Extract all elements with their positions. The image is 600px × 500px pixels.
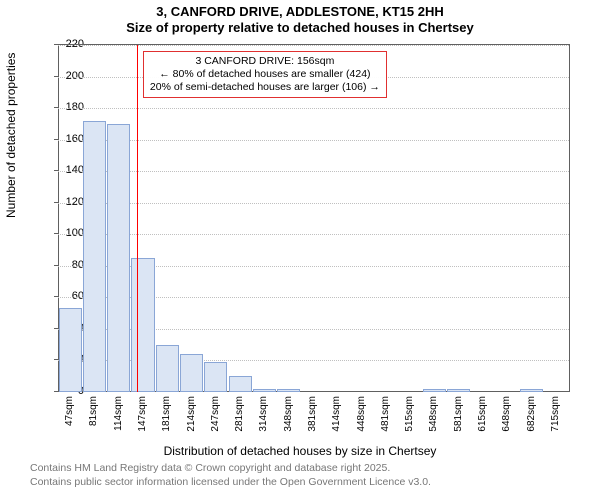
x-tick-label: 147sqm — [137, 396, 148, 432]
x-tick-label: 47sqm — [64, 396, 75, 426]
x-tick-label: 81sqm — [88, 396, 99, 426]
x-tick-label: 581sqm — [453, 396, 464, 432]
gridline — [58, 234, 569, 235]
x-tick-label: 648sqm — [501, 396, 512, 432]
histogram-bar — [423, 389, 446, 392]
annotation-line1: 3 CANFORD DRIVE: 156sqm — [150, 55, 380, 68]
histogram-bar — [180, 354, 203, 392]
histogram-bar — [520, 389, 543, 392]
histogram-bar — [277, 389, 300, 392]
x-tick-label: 181sqm — [161, 396, 172, 432]
annotation-box: 3 CANFORD DRIVE: 156sqm← 80% of detached… — [143, 51, 387, 98]
histogram-bar — [229, 376, 252, 392]
histogram-bar — [447, 389, 470, 392]
x-tick-label: 381sqm — [307, 396, 318, 432]
footer-attribution: Contains HM Land Registry data © Crown c… — [30, 462, 431, 489]
x-tick-label: 348sqm — [283, 396, 294, 432]
footer-line2: Contains public sector information licen… — [30, 476, 431, 490]
histogram-bar — [59, 308, 82, 392]
x-tick-label: 481sqm — [380, 396, 391, 432]
x-tick-label: 114sqm — [113, 396, 124, 431]
x-axis-label: Distribution of detached houses by size … — [0, 444, 600, 458]
title-line1: 3, CANFORD DRIVE, ADDLESTONE, KT15 2HH — [0, 4, 600, 20]
histogram-bar — [83, 121, 106, 392]
x-tick-label: 548sqm — [428, 396, 439, 432]
histogram-bar — [204, 362, 227, 392]
annotation-line2: ← 80% of detached houses are smaller (42… — [150, 68, 380, 81]
x-tick-label: 682sqm — [526, 396, 537, 432]
x-tick-label: 281sqm — [234, 396, 245, 432]
gridline — [58, 140, 569, 141]
plot-area: 3 CANFORD DRIVE: 156sqm← 80% of detached… — [58, 44, 570, 392]
x-tick-label: 414sqm — [331, 396, 342, 432]
x-tick-label: 247sqm — [210, 396, 221, 432]
chart-container: 3, CANFORD DRIVE, ADDLESTONE, KT15 2HH S… — [0, 0, 600, 500]
histogram-bar — [253, 389, 276, 392]
histogram-bar — [107, 124, 130, 392]
x-tick-label: 314sqm — [258, 396, 269, 432]
histogram-bar — [131, 258, 154, 392]
y-axis-label: Number of detached properties — [4, 53, 18, 218]
x-tick-label: 615sqm — [477, 396, 488, 432]
chart-titles: 3, CANFORD DRIVE, ADDLESTONE, KT15 2HH S… — [0, 0, 600, 37]
footer-line1: Contains HM Land Registry data © Crown c… — [30, 462, 431, 476]
annotation-line3: 20% of semi-detached houses are larger (… — [150, 81, 380, 94]
title-line2: Size of property relative to detached ho… — [0, 20, 600, 36]
x-tick-label: 214sqm — [186, 396, 197, 432]
gridline — [58, 45, 569, 46]
gridline — [58, 171, 569, 172]
gridline — [58, 108, 569, 109]
x-tick-label: 448sqm — [356, 396, 367, 432]
x-tick-label: 715sqm — [550, 396, 561, 432]
histogram-bar — [156, 345, 179, 392]
reference-line — [137, 45, 138, 392]
gridline — [58, 203, 569, 204]
x-tick-label: 515sqm — [404, 396, 415, 432]
